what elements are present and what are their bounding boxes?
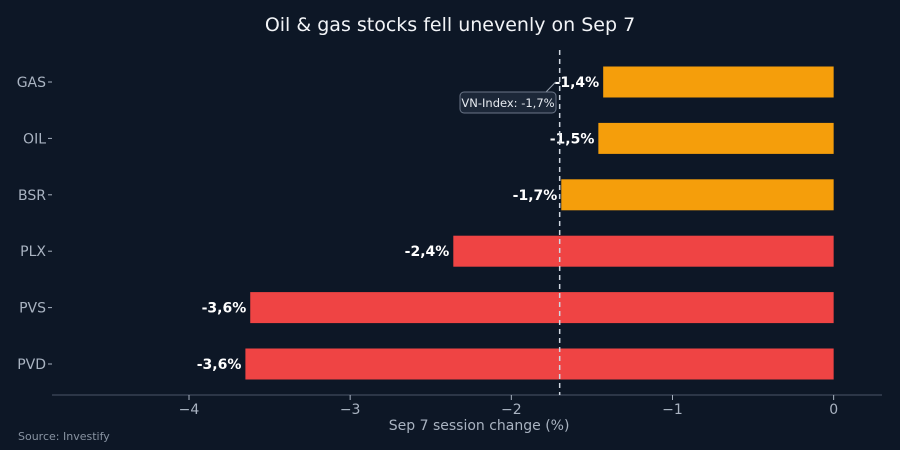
bar	[603, 66, 834, 98]
data-label: -3,6%	[202, 301, 247, 317]
x-tick-label: −3	[340, 402, 361, 418]
y-tick-label: GAS	[17, 75, 46, 91]
annotation-label: VN-Index: -1,7%	[461, 96, 554, 110]
x-tick-label: 0	[829, 402, 838, 418]
x-tick-label: −2	[501, 402, 522, 418]
bar	[245, 348, 834, 380]
data-label: -3,6%	[197, 357, 242, 373]
chart-title: Oil & gas stocks fell unevenly on Sep 7	[264, 14, 636, 36]
y-tick-label: PVS	[19, 301, 46, 317]
annotation-box	[459, 91, 557, 114]
x-tick-label: −4	[179, 402, 200, 418]
bar	[561, 179, 834, 211]
y-tick-label: PVD	[17, 357, 46, 373]
data-label: -1,7%	[513, 188, 558, 204]
y-tick-label: OIL	[23, 131, 46, 147]
annotation-pointer	[545, 81, 557, 93]
bar	[453, 235, 834, 267]
y-tick-label: PLX	[20, 244, 46, 260]
data-label: -1,4%	[555, 75, 600, 91]
bar	[598, 122, 834, 154]
x-tick-label: −1	[662, 402, 683, 418]
x-axis-title: Sep 7 session change (%)	[389, 418, 570, 434]
bar	[250, 292, 834, 324]
data-label: -1,5%	[550, 131, 595, 147]
source-note: Source: Investify	[18, 430, 110, 443]
y-tick-label: BSR	[18, 188, 46, 204]
data-label: -2,4%	[405, 244, 450, 260]
